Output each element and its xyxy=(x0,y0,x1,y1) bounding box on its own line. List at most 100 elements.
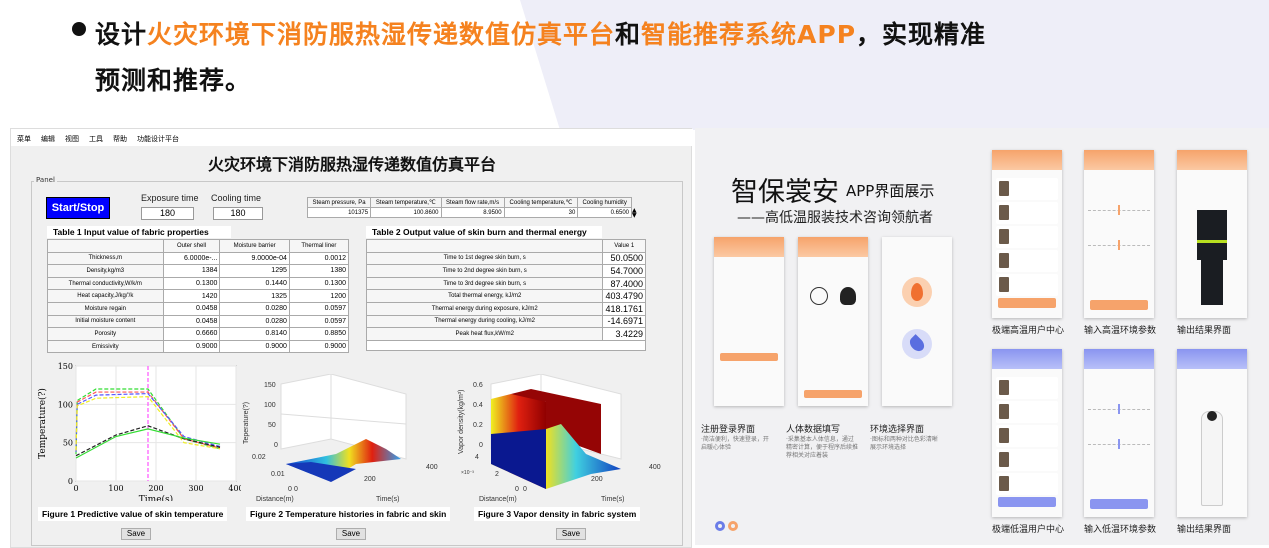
menu-item[interactable]: 菜单 xyxy=(17,135,31,143)
app-title: 火灾环境下消防服热湿传递数值仿真平台 xyxy=(207,155,496,174)
x-tick-label: 0 xyxy=(73,484,78,493)
menu-item[interactable]: 工具 xyxy=(89,135,103,143)
headline-text: ，实现精准 xyxy=(856,20,987,49)
table1-title: Table 1 Input value of fabric properties xyxy=(47,226,231,238)
table-cell: 418.1761 xyxy=(602,301,646,316)
table-cell[interactable]: 8.9500 xyxy=(440,207,505,218)
table-cell[interactable]: 0.1440 xyxy=(219,276,290,291)
axis-label: Distance(m) xyxy=(479,496,517,503)
screen-caption: 输入低温环境参数 xyxy=(1084,525,1157,535)
steam-parameters-table[interactable]: Steam pressure, Pa Steam temperature,℃ Ste… xyxy=(306,197,632,218)
table-cell[interactable]: 0.0458 xyxy=(162,314,221,329)
table-cell: 54.7000 xyxy=(602,264,646,278)
brand-name: 智保裳安 xyxy=(731,177,839,208)
table-row: Thickness,m 6.0000e-... 9.0000e-04 0.0012 xyxy=(47,251,350,266)
phone-login-screen xyxy=(714,237,784,406)
menu-item[interactable]: 功能设计平台 xyxy=(137,135,179,143)
table-cell[interactable]: 0.0458 xyxy=(162,301,221,316)
screen-description: ·采集基本人体信息，通过精密计算，便于程序后续推荐相关对应着装 xyxy=(786,436,859,459)
axis-exponent: ×10⁻³ xyxy=(461,470,474,476)
phone-screen xyxy=(1084,150,1154,318)
table-cell[interactable]: 0.8850 xyxy=(288,327,350,341)
save-figure2-button[interactable]: Save xyxy=(336,528,366,540)
start-stop-button[interactable]: Start/Stop xyxy=(46,197,110,219)
tick-label: 50 xyxy=(268,422,276,429)
table-cell[interactable]: 0.0597 xyxy=(288,301,350,316)
table-cell[interactable]: 6.0000e-... xyxy=(162,251,221,266)
table-cell: Thermal energy during cooling, kJ/m2 xyxy=(365,314,604,329)
tick-label: 400 xyxy=(426,464,438,471)
table-row: Heat capacity,J/kg/'/k 1420 1325 1200 xyxy=(47,289,350,303)
fabric-properties-table: Outer shell Moisture barrier Thermal liner… xyxy=(47,239,350,354)
table-cell: Porosity xyxy=(47,327,164,341)
table-row: Density,kg/m3 1384 1295 1380 xyxy=(47,264,350,278)
spinner-arrows-icon[interactable]: ▲ ▼ xyxy=(632,207,637,219)
axis-label: Teperature(?) xyxy=(243,402,250,444)
table-cell: 3.4229 xyxy=(602,327,646,341)
y-tick-label: 150 xyxy=(58,362,73,371)
table-row: Thermal energy during cooling, kJ/m2 -14.… xyxy=(365,314,646,329)
y-tick-label: 100 xyxy=(58,400,73,409)
table-cell[interactable]: 0.8140 xyxy=(219,327,290,341)
column-header xyxy=(47,239,164,253)
table-cell[interactable]: 1325 xyxy=(219,289,290,303)
column-header: Moisture barrier xyxy=(219,239,290,253)
column-header: Value 1 xyxy=(602,239,646,253)
table-cell[interactable]: 1380 xyxy=(288,264,350,278)
column-header: Steam temperature,℃ xyxy=(370,197,442,208)
table-cell[interactable]: 101375 xyxy=(306,207,372,218)
table-cell[interactable]: 0.0280 xyxy=(219,314,290,329)
tick-label: 0.6 xyxy=(473,382,483,389)
save-figure1-button[interactable]: Save xyxy=(121,528,151,540)
save-figure3-button[interactable]: Save xyxy=(556,528,586,540)
tick-label: 200 xyxy=(364,476,376,483)
table-cell[interactable]: 0.1300 xyxy=(162,276,221,291)
table-cell: Density,kg/m3 xyxy=(47,264,164,278)
cooling-time-label: Cooling time xyxy=(211,193,262,203)
headline-text: 和 xyxy=(615,20,642,49)
menu-item[interactable]: 帮助 xyxy=(113,135,127,143)
screen-caption: 输入高温环境参数 xyxy=(1084,326,1157,336)
x-tick-label: 100 xyxy=(108,484,123,493)
menu-item[interactable]: 视图 xyxy=(65,135,79,143)
phone-screen xyxy=(992,150,1062,318)
axis-label: Distance(m) xyxy=(256,496,294,503)
table-cell[interactable]: 0.0597 xyxy=(288,314,350,329)
x-axis-label: Time(s) xyxy=(139,494,173,501)
cooling-time-input[interactable]: 180 xyxy=(213,207,263,220)
table-row: Emissivity 0.9000 0.9000 0.9000 xyxy=(47,339,350,354)
table-cell[interactable]: 0.6500 xyxy=(577,207,632,218)
table-cell[interactable]: 0.1300 xyxy=(288,276,350,291)
table-row: Time to 2nd degree skin burn, s 54.7000 xyxy=(365,264,646,278)
table-cell[interactable]: 0.0012 xyxy=(288,251,350,266)
table-cell[interactable]: 1384 xyxy=(162,264,221,278)
column-header: Outer shell xyxy=(162,239,221,253)
table-row: Initial moisture content 0.0458 0.0280 0.05… xyxy=(47,314,350,329)
table-cell[interactable]: 0.9000 xyxy=(219,339,290,354)
tick-label: 0.02 xyxy=(252,454,266,461)
table-cell[interactable]: 30 xyxy=(503,207,579,218)
table-cell: Time to 2nd degree skin burn, s xyxy=(365,264,604,278)
table-cell[interactable]: 0.9000 xyxy=(162,339,221,354)
table-cell: Peak heat flux,kW/m2 xyxy=(365,327,604,341)
screen-description: ·简洁便利，快速登录，开启暖心体验 xyxy=(701,436,769,451)
headline-highlight: 火灾环境下消防服热湿传递数值仿真平台 xyxy=(147,20,616,49)
column-header: Steam flow rate,m/s xyxy=(440,197,505,208)
table-cell[interactable]: 0.9000 xyxy=(288,339,350,354)
column-header: Cooling temperature,℃ xyxy=(503,197,579,208)
axis-label: Vapor density(kg/m³) xyxy=(458,390,465,454)
axis-label: Time(s) xyxy=(376,496,399,503)
simulation-platform-window: 菜单 编辑 视图 工具 帮助 功能设计平台 火灾环境下消防服热湿传递数值仿真平台 Pane… xyxy=(10,128,693,548)
table-cell[interactable]: 1295 xyxy=(219,264,290,278)
table-cell[interactable]: 0.0280 xyxy=(219,301,290,316)
table-cell: 403.4790 xyxy=(602,289,646,303)
table-cell[interactable]: 0.6660 xyxy=(162,327,221,341)
table2-title: Table 2 Output value of skin burn and th… xyxy=(366,226,602,238)
menu-item[interactable]: 编辑 xyxy=(41,135,55,143)
table-cell[interactable]: 100.8600 xyxy=(370,207,442,218)
exposure-time-input[interactable]: 180 xyxy=(141,207,194,220)
table-cell[interactable]: 1200 xyxy=(288,289,350,303)
table-cell[interactable]: 9.0000e-04 xyxy=(219,251,290,266)
bullet-dot xyxy=(72,22,86,36)
table-cell[interactable]: 1420 xyxy=(162,289,221,303)
